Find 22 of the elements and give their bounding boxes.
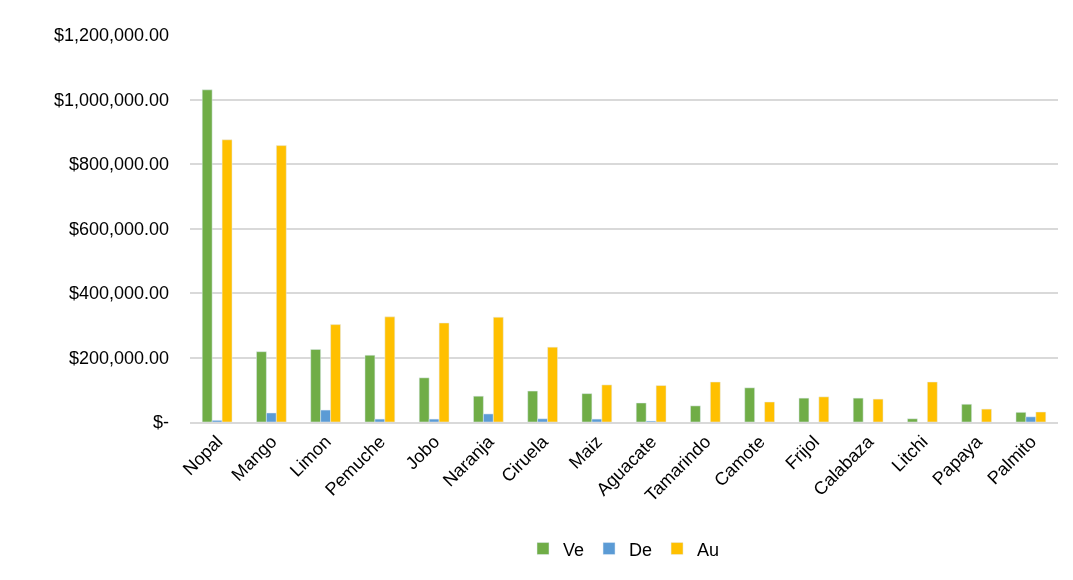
legend-label: Ve — [563, 539, 585, 560]
bar — [690, 405, 701, 422]
y-tick-label: $1,200,000.00 — [53, 25, 169, 46]
bar — [764, 401, 775, 422]
bar — [744, 387, 755, 422]
bar — [872, 398, 884, 422]
y-tick-label: $600,000.00 — [68, 218, 169, 239]
y-tick-label: $1,000,000.00 — [53, 89, 169, 110]
y-tick-label: $200,000.00 — [68, 347, 169, 368]
bar — [981, 408, 992, 422]
legend-label: Au — [697, 539, 720, 560]
bar — [798, 397, 810, 422]
bar — [710, 381, 721, 422]
legend-label: De — [629, 539, 653, 560]
bar — [852, 397, 864, 422]
y-tick-label: $400,000.00 — [68, 283, 169, 304]
bar — [907, 418, 918, 422]
bar — [818, 396, 830, 422]
y-tick-label: $800,000.00 — [68, 154, 169, 175]
bar — [961, 404, 972, 422]
bar — [927, 381, 938, 422]
y-tick-label: $- — [152, 412, 169, 433]
